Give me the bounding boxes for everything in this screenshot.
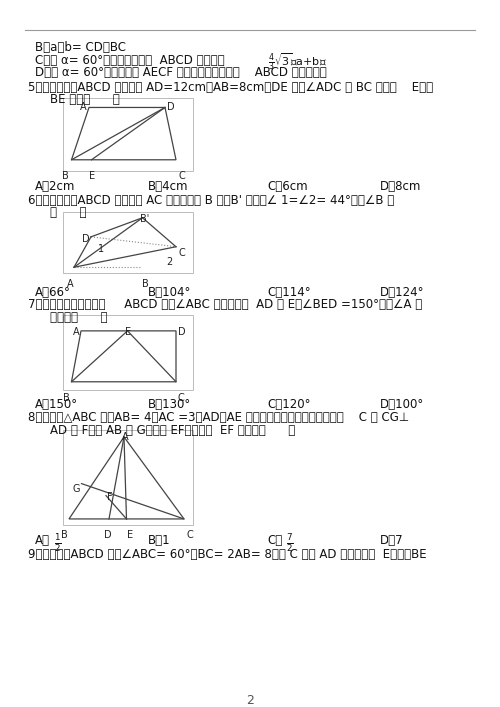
Text: G: G: [72, 484, 80, 493]
Text: D: D: [82, 234, 90, 244]
Text: B': B': [140, 214, 149, 223]
Text: C．: C．: [268, 534, 283, 547]
Text: C: C: [178, 248, 185, 258]
Text: D．100°: D．100°: [380, 398, 424, 411]
Text: 6．如图，将？ABCD 沿对角线 AC 折叠，使点 B 落在B' 处，若∠ 1=∠2= 44°，则∠B 为: 6．如图，将？ABCD 沿对角线 AC 折叠，使点 B 落在B' 处，若∠ 1=…: [28, 194, 394, 206]
Text: 大小为（      ）: 大小为（ ）: [50, 311, 108, 324]
Text: A: A: [80, 102, 86, 112]
Text: A．150°: A．150°: [35, 398, 78, 411]
Text: C: C: [178, 171, 185, 181]
Text: C: C: [178, 393, 185, 403]
Text: B．104°: B．104°: [148, 286, 191, 298]
Text: D．7: D．7: [380, 534, 404, 547]
Text: 5．如图，在？ABCD 中，已知 AD=12cm，AB=8cm，DE 均分∠ADC 交 BC 边于点    E，则: 5．如图，在？ABCD 中，已知 AD=12cm，AB=8cm，DE 均分∠AD…: [28, 81, 432, 93]
Text: $\frac{4}{3}\sqrt{3}$（a+b）: $\frac{4}{3}\sqrt{3}$（a+b）: [268, 52, 326, 72]
Bar: [62, 430, 192, 525]
Text: D: D: [104, 530, 112, 540]
Text: A: A: [122, 432, 128, 442]
Text: A: A: [66, 279, 73, 288]
Text: D．若 α= 60°，则四边形 AECF 的面积为平行四边形    ABCD 面积的一半: D．若 α= 60°，则四边形 AECF 的面积为平行四边形 ABCD 面积的一…: [35, 66, 327, 79]
Text: A．66°: A．66°: [35, 286, 71, 298]
Text: AD 于 F，交 AB 于 G，连结 EF，则线段  EF 的长为（      ）: AD 于 F，交 AB 于 G，连结 EF，则线段 EF 的长为（ ）: [50, 424, 295, 437]
Text: C: C: [186, 530, 193, 540]
Text: B．130°: B．130°: [148, 398, 191, 411]
Text: B．1: B．1: [148, 534, 170, 547]
Text: 1: 1: [98, 244, 104, 254]
Text: BE 等于（      ）: BE 等于（ ）: [50, 93, 120, 106]
Text: 7．如图，在平行四边形     ABCD 中，∠ABC 的均分线交  AD 于 E，∠BED =150°，则∠A 的: 7．如图，在平行四边形 ABCD 中，∠ABC 的均分线交 AD 于 E，∠BE…: [28, 298, 422, 311]
Text: D．8cm: D．8cm: [380, 180, 422, 193]
Text: A: A: [73, 327, 80, 337]
Text: C．114°: C．114°: [268, 286, 311, 298]
Text: E: E: [89, 171, 95, 181]
Bar: [62, 315, 192, 390]
Text: E: E: [127, 530, 133, 540]
Text: C．6cm: C．6cm: [268, 180, 308, 193]
Text: $\frac{7}{2}$: $\frac{7}{2}$: [286, 532, 294, 554]
Text: D．124°: D．124°: [380, 286, 424, 298]
Text: B: B: [64, 393, 70, 403]
Text: B．a：b= CD：BC: B．a：b= CD：BC: [35, 41, 126, 54]
Bar: [62, 212, 192, 273]
Text: D: D: [167, 102, 174, 112]
Text: 2: 2: [166, 257, 172, 267]
Bar: [62, 98, 192, 171]
Text: A．: A．: [35, 534, 50, 547]
Text: C．若 α= 60°，则平行四边形  ABCD 的周长为: C．若 α= 60°，则平行四边形 ABCD 的周长为: [35, 54, 228, 66]
Text: 8．如图，△ABC 中，AB= 4，AC =3，AD、AE 分别是其角均分线和中线，过点    C 作 CG⊥: 8．如图，△ABC 中，AB= 4，AC =3，AD、AE 分别是其角均分线和中…: [28, 411, 408, 424]
Text: B: B: [62, 171, 69, 181]
Text: D: D: [178, 327, 186, 337]
Text: B．4cm: B．4cm: [148, 180, 188, 193]
Text: 9．如图在？ABCD 中，∠ABC= 60°，BC= 2AB= 8，点 C 对于 AD 的对称点为  E，连结BE: 9．如图在？ABCD 中，∠ABC= 60°，BC= 2AB= 8，点 C 对于…: [28, 548, 426, 561]
Text: A．2cm: A．2cm: [35, 180, 76, 193]
Text: B: B: [61, 530, 68, 540]
Text: （      ）: （ ）: [50, 206, 86, 219]
Text: B: B: [142, 279, 149, 288]
Text: F: F: [108, 492, 113, 502]
Text: $\frac{1}{2}$: $\frac{1}{2}$: [54, 532, 62, 554]
Text: E: E: [125, 327, 131, 337]
Text: 2: 2: [246, 694, 254, 707]
Text: C．120°: C．120°: [268, 398, 311, 411]
